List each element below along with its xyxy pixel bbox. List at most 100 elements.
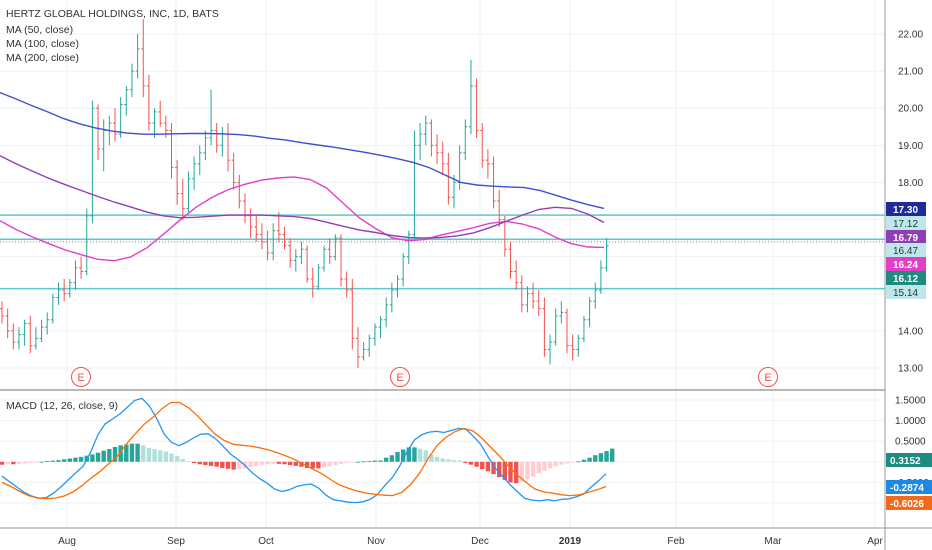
ohlc-bar: [339, 234, 343, 287]
ma-line-100: [0, 155, 605, 239]
ohlc-bar: [28, 316, 33, 354]
time-tick-label: 2019: [559, 536, 582, 547]
histogram-bar: [423, 450, 428, 462]
price-tag: [886, 216, 926, 230]
histogram-bar: [497, 461, 502, 478]
ohlc-bar: [73, 260, 78, 291]
histogram-bar: [457, 460, 462, 462]
legend-ma100[interactable]: MA (100, close): [6, 38, 79, 50]
ohlc-bar: [11, 323, 16, 350]
ohlc-bar: [180, 178, 185, 220]
ohlc-bar: [435, 134, 440, 164]
ohlc-bar: [576, 334, 581, 357]
ohlc-bar: [90, 100, 95, 224]
macd-tick-label: 0.5000: [895, 437, 926, 448]
histogram-bar: [265, 461, 270, 465]
ohlc-bar: [457, 145, 462, 190]
histogram-bar: [361, 461, 366, 463]
time-tick-label: Apr: [867, 536, 883, 547]
time-tick-label: Mar: [764, 536, 782, 547]
histogram-bar: [559, 461, 564, 465]
histogram-bar: [378, 460, 383, 462]
ohlc-bar: [271, 223, 276, 261]
legend-ma50[interactable]: MA (50, close): [6, 24, 73, 36]
histogram-bar: [203, 461, 208, 466]
ohlc-bar: [536, 290, 541, 317]
histogram-bar: [327, 461, 332, 467]
ohlc-bar: [440, 141, 445, 176]
ohlc-bar: [372, 323, 377, 346]
ohlc-bar: [169, 123, 174, 179]
histogram-bar: [293, 461, 298, 466]
histogram-bar: [547, 461, 553, 469]
histogram-bar: [344, 461, 349, 464]
histogram-bar: [237, 461, 242, 470]
histogram-bar: [587, 457, 592, 462]
histogram-bar: [22, 461, 27, 464]
price-tag-label: 17.30: [893, 205, 918, 216]
ohlc-bar: [141, 19, 146, 98]
ohlc-bar: [316, 264, 321, 291]
time-axis[interactable]: Aug Sep Oct Nov Dec 2019 Feb Mar Apr: [58, 536, 883, 547]
histogram-bar: [282, 461, 287, 465]
histogram-bar: [124, 444, 129, 462]
ohlc-bar: [67, 278, 72, 298]
histogram-bar: [474, 461, 479, 467]
histogram-bar: [135, 443, 140, 462]
ohlc-bar: [265, 230, 270, 261]
ohlc-bar: [355, 327, 360, 368]
price-tag-label: 16.12: [893, 274, 918, 285]
ohlc-bar: [565, 308, 569, 354]
histogram-bar: [112, 446, 118, 462]
ohlc-bar: [84, 208, 89, 276]
ohlc-bar: [158, 100, 163, 127]
ohlc-bar: [305, 245, 310, 283]
histogram-bar: [429, 454, 434, 462]
ohlc-bar: [197, 145, 202, 176]
histogram-bar: [434, 456, 440, 462]
macd-tag: [886, 453, 932, 467]
histogram-bar: [5, 461, 10, 465]
ohlc-bar: [570, 334, 575, 361]
price-tick-label: 18.00: [898, 178, 923, 189]
earnings-marker: [390, 367, 410, 387]
horizontal-lines[interactable]: [0, 214, 885, 290]
ohlc-bar: [384, 297, 389, 328]
histogram-bar: [231, 461, 236, 470]
ohlc-bar: [124, 85, 129, 116]
price-tick-label: 20.00: [898, 104, 923, 115]
histogram-bar: [287, 461, 293, 466]
histogram-bar: [570, 461, 575, 463]
price-axis[interactable]: 22.00 21.00 20.00 19.00 18.00 14.00 13.00: [898, 30, 923, 375]
time-tick-label: Nov: [367, 536, 385, 547]
earnings-marker: [758, 367, 778, 387]
ohlc-bar: [299, 241, 304, 265]
histogram-bar: [417, 448, 423, 462]
macd-tag-label: -0.6026: [890, 499, 924, 510]
price-tag-label: 16.24: [893, 260, 918, 271]
histogram-bar: [0, 461, 5, 465]
histogram-bar: [45, 460, 50, 462]
symbol-title[interactable]: HERTZ GLOBAL HOLDINGS, INC, 1D, BATS: [6, 8, 219, 20]
ohlc-bar: [395, 275, 400, 298]
legend-ma200[interactable]: MA (200, close): [6, 52, 79, 64]
histogram-bar: [304, 461, 310, 468]
histogram-bar: [152, 449, 157, 462]
histogram-bar: [576, 461, 581, 463]
histogram-bar: [33, 461, 39, 463]
ohlc-bar: [378, 316, 383, 339]
histogram-bar: [163, 451, 169, 462]
ohlc-bar: [587, 297, 592, 328]
ohlc-bar: [508, 241, 513, 279]
ohlc-bar: [259, 223, 264, 250]
histogram-bar: [536, 461, 541, 474]
ohlc-bar: [282, 226, 287, 250]
histogram-bar: [530, 461, 536, 477]
histogram-bar: [395, 451, 400, 462]
legend-macd[interactable]: MACD (12, 26, close, 9): [6, 400, 118, 412]
price-tag-label: 17.12: [893, 219, 918, 230]
histogram-bar: [118, 445, 123, 462]
histogram-bar: [208, 461, 214, 466]
